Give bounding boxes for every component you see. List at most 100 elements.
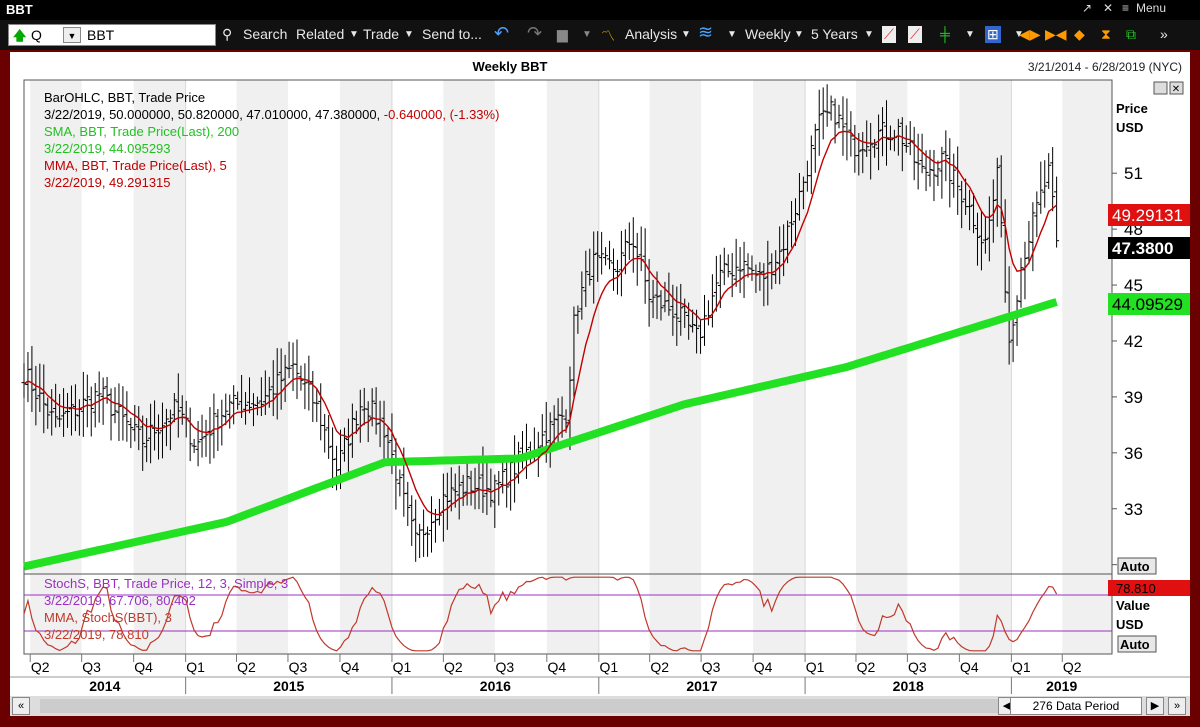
ohlc-bar — [29, 346, 35, 412]
periodicity-select[interactable]: Weekly — [745, 26, 791, 42]
more-icon[interactable]: » — [1160, 26, 1168, 42]
chevron-down-icon[interactable]: ▼ — [864, 29, 874, 40]
title-bar: BBT ↗ ✕ ≡ Menu — [0, 0, 1200, 20]
arrows-lr-icon[interactable]: ◀▶ — [1019, 26, 1041, 42]
arrows-ud-icon[interactable]: ◆ — [1074, 26, 1085, 42]
wave-icon[interactable]: ≋ — [698, 22, 714, 42]
quarter-band — [753, 80, 806, 654]
chevron-down-icon[interactable]: ▼ — [582, 29, 592, 40]
ohlc-bar — [191, 438, 197, 453]
ohlc-bar — [816, 89, 822, 156]
ohlc-bar — [286, 341, 292, 379]
chevron-down-icon[interactable]: ▼ — [404, 29, 414, 40]
scroll-right-button[interactable]: ▶ — [1146, 697, 1164, 715]
ohlc-bar — [417, 523, 423, 559]
ohlc-bar — [844, 98, 850, 161]
ohlc-bar — [520, 431, 526, 469]
ohlc-bar — [713, 255, 719, 312]
restore-panel-icon[interactable] — [1153, 81, 1168, 95]
legend-mma-value: 3/22/2019, 49.291315 — [44, 175, 171, 190]
close-icon[interactable]: ✕ — [1103, 1, 1114, 15]
ohlc-bar — [690, 309, 696, 333]
mma-price-tag — [1108, 204, 1190, 226]
crosshair-icon[interactable]: ╪ — [940, 26, 950, 42]
ohlc-bar — [899, 117, 905, 172]
ohlc-bar — [152, 400, 158, 451]
ohlc-bar — [618, 230, 624, 297]
export-icon[interactable]: ⧉ — [1126, 26, 1136, 42]
quarter-band — [339, 80, 392, 654]
ohlc-bar — [872, 138, 878, 158]
data-period-select[interactable]: 276 Data Period — [1010, 697, 1142, 715]
year-label: 2018 — [893, 678, 924, 694]
chevron-down-icon[interactable]: ▼ — [965, 29, 975, 40]
trend-icon[interactable]: ⟋ — [908, 26, 922, 43]
trade-button[interactable]: Trade — [363, 26, 400, 42]
analysis-button[interactable]: Analysis — [625, 26, 678, 42]
legend-sma: SMA, BBT, Trade Price(Last), 200 — [44, 124, 239, 139]
quarter-band — [649, 80, 702, 654]
popout-icon[interactable]: ↗ — [1082, 1, 1093, 15]
ohlc-bar — [836, 104, 842, 129]
up-arrow-icon[interactable]: 🡅 — [13, 28, 27, 43]
chevron-down-icon[interactable]: ▼ — [727, 29, 737, 40]
ohlc-bar — [80, 371, 86, 437]
arrows-vin-icon[interactable]: ⧗ — [1101, 26, 1111, 42]
ohlc-bar — [998, 155, 1004, 238]
ohlc-bar — [674, 286, 680, 346]
undo-icon[interactable]: ↶ — [494, 23, 510, 43]
quarter-label: Q2 — [31, 659, 50, 675]
quarter-label: Q1 — [599, 659, 618, 675]
arrows-in-icon[interactable]: ▶◀ — [1045, 26, 1067, 42]
ohlc-bar — [607, 240, 613, 270]
ohlc-bar — [254, 396, 260, 416]
price-tick-label: 33 — [1124, 500, 1143, 519]
add-window-icon[interactable]: ⊞ — [985, 26, 1001, 43]
quarter-label: Q2 — [1063, 659, 1082, 675]
ohlc-bar — [670, 284, 676, 336]
chevron-down-icon[interactable]: ▼ — [349, 29, 359, 40]
ohlc-bar — [1026, 220, 1032, 265]
stoch-auto-button[interactable] — [1117, 635, 1157, 653]
search-icon[interactable]: ⚲ — [222, 26, 233, 42]
search-button[interactable]: Search — [243, 26, 288, 42]
folder-icon[interactable]: ▆ — [557, 26, 568, 42]
scroll-start-button[interactable]: « — [12, 697, 30, 715]
legend-ohlc-prices: 50.000000, 50.820000, 47.010000, 47.3800… — [109, 107, 380, 122]
menu-button[interactable]: Menu — [1136, 1, 1167, 15]
chevron-down-icon[interactable]: ▼ — [794, 29, 804, 40]
ohlc-bar — [650, 279, 656, 319]
ohlc-bar — [464, 460, 470, 506]
line-chart-icon[interactable]: ⟋ — [882, 26, 896, 43]
ohlc-bar — [500, 459, 506, 494]
scroll-end-button[interactable]: » — [1168, 697, 1186, 715]
menu-icon[interactable]: ≡ — [1122, 1, 1130, 15]
send-to-button[interactable]: Send to... — [422, 26, 482, 42]
price-axis-title: Price — [1116, 101, 1148, 116]
ohlc-bar — [864, 120, 870, 157]
price-auto-button[interactable] — [1117, 557, 1157, 575]
close-panel-icon[interactable] — [1169, 81, 1184, 95]
ohlc-bar — [476, 461, 482, 510]
ohlc-bar — [610, 248, 616, 291]
symbol-input[interactable] — [85, 26, 213, 44]
range-select[interactable]: 5 Years — [811, 26, 858, 42]
ohlc-bar — [982, 216, 988, 254]
ohlc-bar — [579, 271, 585, 320]
ohlc-bar — [868, 122, 874, 180]
ohlc-bar — [21, 363, 27, 398]
ohlc-bar — [108, 388, 114, 441]
chart-svg[interactable]: Weekly BBT 3/21/2014 - 6/28/2019 (NYC) B… — [10, 52, 1190, 696]
quarter-label: Q3 — [908, 659, 927, 675]
ohlc-bar — [322, 413, 328, 453]
chevron-down-icon[interactable]: ▼ — [681, 29, 691, 40]
related-button[interactable]: Related — [296, 26, 345, 42]
symbol-dropdown[interactable]: ▼ — [63, 27, 81, 43]
quarter-label: Q4 — [547, 659, 566, 675]
scroll-track[interactable] — [40, 699, 1000, 713]
chevron-down-icon[interactable]: ▼ — [1014, 29, 1024, 40]
analysis-icon[interactable]: 〽 — [601, 28, 615, 44]
redo-icon[interactable]: ↷ — [527, 23, 543, 43]
ohlc-bar — [112, 387, 118, 424]
ohlc-bar — [211, 393, 217, 459]
